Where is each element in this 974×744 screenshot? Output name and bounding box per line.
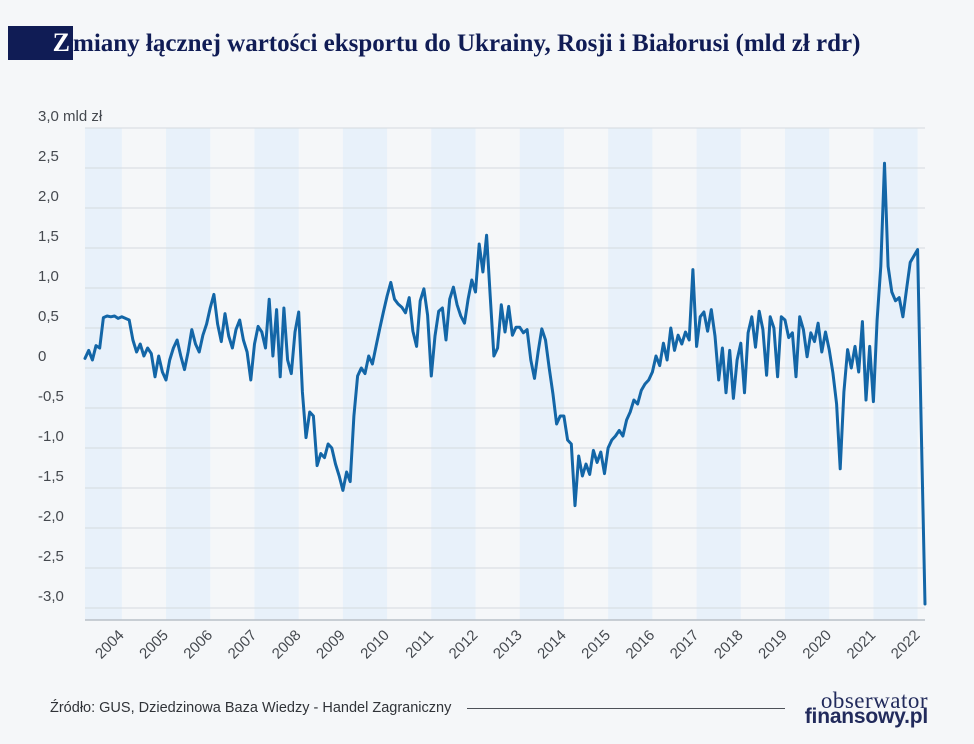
logo-line1: obserwator [820,688,928,713]
year-band [873,128,918,620]
chart-svg: 3,0 mld zł 2,5 2,0 1,5 1,0 0,5 0 -0,5 -1,0 -1,5 -2… [38,108,927,663]
year-band [431,128,476,620]
year-band [85,128,122,620]
x-tick-label: 2016 [623,627,659,663]
title-initial-box: Z [8,26,73,60]
x-tick-label: 2017 [667,627,703,663]
obserwatorfinansowy-logo: obserwator finansowy.pl [805,689,928,727]
y-tick-label: -2,5 [38,548,64,565]
y-tick-label: -1,0 [38,428,64,445]
year-band [784,128,830,620]
x-tick-label: 2006 [180,627,216,663]
x-tick-label: 2020 [799,627,835,663]
year-band [608,128,653,620]
source-text: Źródło: GUS, Dziedzinowa Baza Wiedzy - H… [50,700,452,716]
y-tick-label: -0,5 [38,388,64,405]
x-tick-label: 2012 [446,627,482,663]
year-band [166,128,211,620]
x-tick-label: 2008 [269,627,305,663]
y-tick-label: 2,5 [38,148,59,165]
logo-line2: finansowy.pl [804,705,928,728]
x-tick-label: 2004 [92,627,128,663]
x-tick-label: 2015 [578,627,614,663]
y-tick-label: -3,0 [38,588,64,605]
year-band [519,128,564,620]
y-tick-label: -2,0 [38,508,64,525]
x-tick-label: 2014 [534,627,570,663]
x-tick-label: 2018 [711,627,747,663]
y-tick-label: -1,5 [38,468,64,485]
chart-title: Z miany łącznej wartości eksportu do Ukr… [8,26,860,60]
y-tick-label: 2,0 [38,188,59,205]
y-tick-label: 0,5 [38,308,59,325]
x-tick-label: 2009 [313,627,349,663]
y-tick-label: 1,5 [38,228,59,245]
y-tick-label: 1,0 [38,268,59,285]
x-tick-label: 2011 [402,627,437,662]
y-tick-label: 3,0 mld zł [38,108,103,125]
x-tick-label: 2007 [225,627,261,663]
x-tick-label: 2005 [136,627,172,663]
x-tick-label: 2010 [357,627,393,663]
x-tick-label: 2019 [755,627,791,663]
footer-divider [467,707,785,709]
x-tick-label: 2021 [844,627,880,663]
data-line [83,161,927,606]
page-title: miany łącznej wartości eksportu do Ukrai… [73,30,861,57]
title-initial-letter: Z [52,28,70,57]
y-tick-label: 0 [38,348,46,365]
x-tick-label: 2022 [888,627,924,663]
footer: Źródło: GUS, Dziedzinowa Baza Wiedzy - H… [50,684,928,732]
x-tick-label: 2013 [490,627,526,663]
